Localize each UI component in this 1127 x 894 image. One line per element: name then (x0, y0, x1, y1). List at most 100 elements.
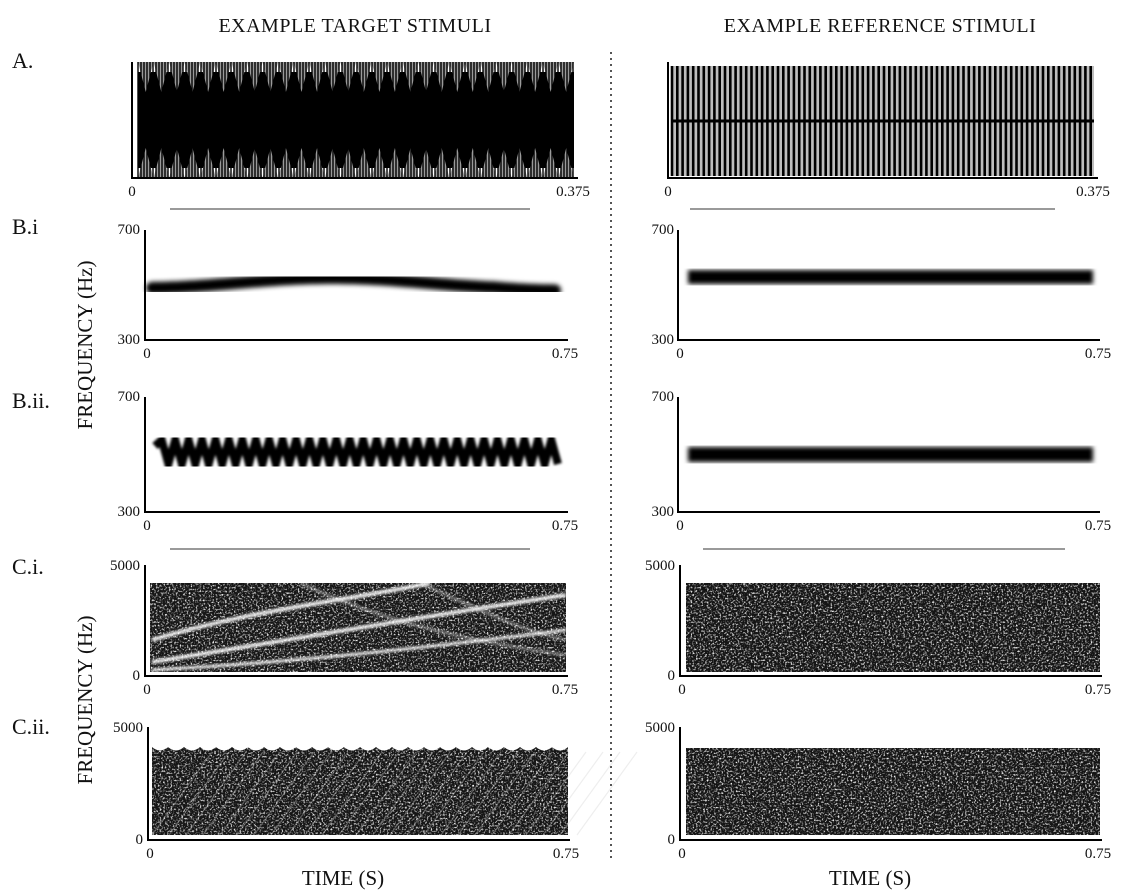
x-min-Bi-target: 0 (143, 346, 151, 362)
y-axis-title-pitch: FREQUENCY (Hz) (73, 261, 97, 430)
axis-Cii-reference (679, 727, 1102, 841)
y-min-Bi-target: 300 (118, 332, 141, 348)
row-label-Bi: B.i (12, 214, 38, 239)
y-min-Ci-target: 0 (133, 668, 141, 684)
y-min-Cii-reference: 0 (668, 832, 676, 848)
harmonic-sweep (151, 628, 567, 672)
pitch-contour-Bii-reference (688, 447, 1093, 462)
y-max-Bii-target: 700 (118, 389, 141, 405)
harmonic-sweep (270, 751, 332, 836)
harmonic-sweep (168, 751, 230, 836)
x-axis-title-reference: TIME (S) (829, 866, 911, 890)
harmonic-sweep (287, 751, 349, 836)
x-min-Ci-target: 0 (143, 682, 151, 698)
harmonic-sweep (525, 751, 587, 836)
x-max-Bii-reference: 0.75 (1085, 518, 1111, 534)
harmonic-sweep (423, 751, 485, 836)
x-max-Bii-target: 0.75 (552, 518, 578, 534)
x-max-A-reference: 0.375 (1076, 184, 1110, 200)
harmonic-sweep (389, 751, 451, 836)
pitch-contour-Bi-reference (688, 270, 1093, 284)
row-label-Cii: C.ii. (12, 714, 50, 739)
harmonic-sweep (151, 593, 567, 664)
panel-Cii-reference: 5000 0 0 0.75 (645, 720, 1111, 862)
panel-Bi-target: 700 300 0 0.75 (118, 222, 579, 362)
harmonic-sweep (355, 751, 417, 836)
axis-A-target (131, 62, 578, 179)
panel-Cii-target: 5000 0 0 0.75 (113, 720, 638, 862)
axis-Cii-target (147, 727, 570, 841)
axis-Ci-reference (679, 565, 1102, 677)
axis-Bi-target (144, 230, 568, 341)
harmonic-sweep (406, 751, 468, 836)
y-min-Bii-reference: 300 (652, 504, 675, 520)
axis-Bii-target (144, 397, 568, 513)
y-max-Ci-target: 5000 (110, 558, 140, 574)
harmonic-sweep (508, 751, 570, 836)
harmonic-sweep (559, 751, 621, 836)
x-max-Ci-target: 0.75 (552, 682, 578, 698)
top-scallop-Cii-target (152, 747, 568, 751)
panel-Ci-reference: 5000 0 0 0.75 (645, 558, 1111, 698)
x-min-Bi-reference: 0 (676, 346, 684, 362)
axis-Bi-reference (677, 230, 1100, 341)
pitch-contour-Bi-target (146, 272, 561, 297)
x-min-Ci-reference: 0 (678, 682, 686, 698)
harmonic-sweep (253, 751, 315, 836)
spectrogram-texture-Cii-target (152, 747, 568, 835)
y-min-Bi-reference: 300 (652, 332, 675, 348)
harmonic-sweep (202, 751, 264, 836)
harmonic-sweep (372, 751, 434, 836)
harmonic-sweep (457, 751, 519, 836)
scallop-edge (152, 747, 568, 751)
harmonic-sweep (185, 751, 247, 836)
y-max-Bi-target: 700 (118, 222, 141, 238)
panel-Bii-target: 700 300 0 0.75 (118, 389, 579, 534)
y-max-Ci-reference: 5000 (645, 558, 675, 574)
harmonic-sweep (440, 751, 502, 836)
y-max-Cii-reference: 5000 (645, 720, 675, 736)
panel-Bi-reference: 700 300 0 0.75 (652, 222, 1112, 362)
waveform-strokes (137, 62, 574, 178)
axis-Ci-target (144, 565, 568, 677)
harmonic-sweep (151, 581, 431, 642)
harmonic-sweep (419, 581, 567, 642)
y-max-Cii-target: 5000 (113, 720, 143, 736)
x-min-Cii-target: 0 (146, 846, 154, 862)
x-max-Ci-reference: 0.75 (1085, 682, 1111, 698)
x-max-A-target: 0.375 (556, 184, 590, 200)
harmonic-sweep (151, 751, 213, 836)
x-min-Cii-reference: 0 (678, 846, 686, 862)
x-max-Cii-target: 0.75 (553, 846, 579, 862)
x-min-A-target: 0 (128, 184, 136, 200)
harmonic-sweep (474, 751, 536, 836)
harmonic-sweeps-Ci-target (151, 581, 567, 672)
harmonic-sweep (304, 751, 366, 836)
y-min-Cii-target: 0 (136, 832, 144, 848)
x-min-A-reference: 0 (664, 184, 672, 200)
panel-Bii-reference: 700 300 0 0.75 (652, 389, 1112, 534)
harmonic-sweeps-Cii-target (151, 751, 638, 836)
target-column-title: EXAMPLE TARGET STIMULI (218, 15, 491, 37)
waveform-target (137, 62, 574, 178)
panel-Ci-target: 5000 0 0 0.75 (110, 558, 578, 698)
pitch-contour-Bii-target (152, 425, 562, 479)
row-label-Ci: C.i. (12, 554, 44, 579)
harmonic-sweep (299, 581, 567, 657)
y-max-Bii-reference: 700 (652, 389, 675, 405)
axis-Bii-reference (677, 397, 1100, 513)
spectrogram-texture-Cii-reference (686, 748, 1100, 835)
reference-column-title: EXAMPLE REFERENCE STIMULI (724, 15, 1037, 37)
harmonic-sweep (321, 751, 383, 836)
x-min-Bii-target: 0 (143, 518, 151, 534)
harmonic-sweep (491, 751, 553, 836)
spectrogram-texture-Ci-reference (686, 583, 1100, 672)
y-min-Ci-reference: 0 (668, 668, 676, 684)
x-axis-title-target: TIME (S) (302, 866, 384, 890)
panel-A-reference: 0 0.375 (664, 62, 1110, 200)
waveform-reference (670, 66, 1094, 176)
axis-A-reference (667, 62, 1098, 179)
x-max-Bi-target: 0.75 (552, 346, 578, 362)
panel-A-target: 0 0.375 (128, 62, 590, 200)
